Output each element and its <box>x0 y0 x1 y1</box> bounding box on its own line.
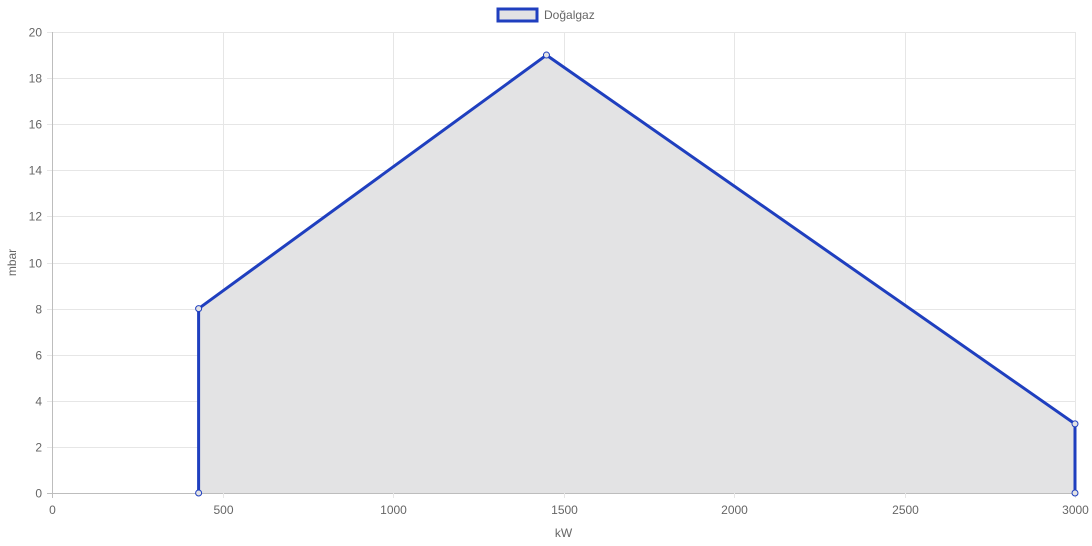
y-axis-title: mbar <box>5 249 19 276</box>
x-tick-label: 1500 <box>551 503 578 517</box>
data-point[interactable] <box>1071 489 1079 497</box>
x-tick-label: 1000 <box>380 503 407 517</box>
y-tick-label: 4 <box>35 395 42 409</box>
y-tick-label: 18 <box>29 72 43 86</box>
y-tick-label: 14 <box>29 164 43 178</box>
y-tick-label: 12 <box>29 210 43 224</box>
y-tick-label: 20 <box>29 26 43 40</box>
y-tick-label: 0 <box>35 487 42 501</box>
x-axis-title: kW <box>555 526 573 540</box>
y-tick-label: 6 <box>35 349 42 363</box>
plot-area <box>195 51 1079 497</box>
legend-swatch-dogalgaz[interactable] <box>496 7 539 23</box>
x-tick-label: 500 <box>213 503 233 517</box>
series-area-fill <box>198 55 1076 493</box>
legend[interactable]: Doğalgaz <box>496 7 595 23</box>
axes: 0 2 4 6 8 10 12 14 16 18 20 0 500 1000 1500 2000 2500 300… <box>29 26 1090 518</box>
data-point[interactable] <box>542 51 550 59</box>
x-tick-label: 2000 <box>721 503 748 517</box>
data-point[interactable] <box>1071 420 1079 428</box>
x-tick-label: 3000 <box>1062 503 1089 517</box>
legend-label-dogalgaz[interactable]: Doğalgaz <box>544 8 595 22</box>
x-tick-label: 0 <box>49 503 56 517</box>
y-tick-label: 16 <box>29 118 43 132</box>
y-tick-label: 2 <box>35 441 42 455</box>
data-point[interactable] <box>195 489 203 497</box>
y-tick-label: 10 <box>29 257 43 271</box>
x-tick-label: 2500 <box>892 503 919 517</box>
y-tick-label: 8 <box>35 303 42 317</box>
data-point[interactable] <box>195 305 203 313</box>
